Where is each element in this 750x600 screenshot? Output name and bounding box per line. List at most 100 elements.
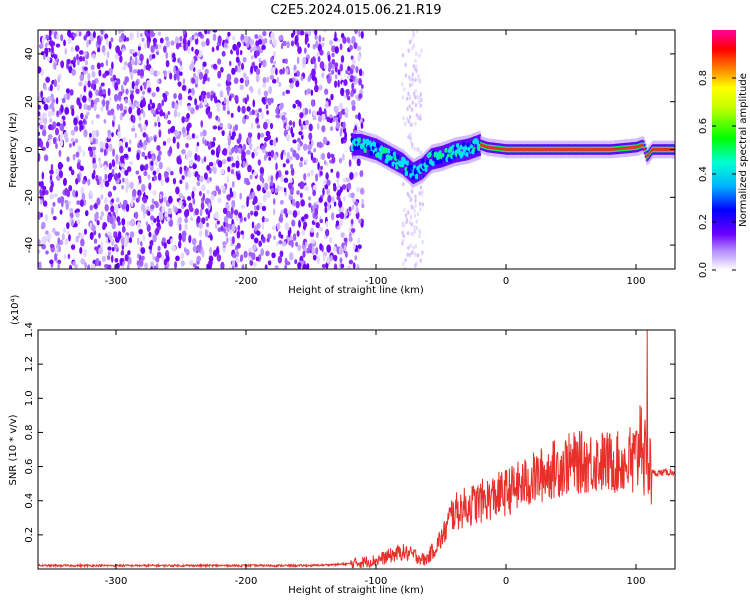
noise-mark [111,159,115,166]
noise-mark [419,103,422,108]
noise-mark [210,94,213,102]
noise-mark [182,37,187,46]
noise-mark [67,30,72,38]
noise-mark [136,107,141,116]
noise-mark [223,42,228,48]
noise-mark [75,178,79,185]
noise-mark [103,119,107,124]
noise-mark [196,181,201,187]
noise-mark [305,30,311,33]
noise-mark [45,42,48,48]
noise-mark [281,114,286,121]
noise-mark [38,249,41,254]
signal-peak [584,148,587,151]
noise-mark [419,185,423,190]
signal-peak [522,148,525,151]
signal-mark [431,161,436,167]
noise-mark [289,155,293,161]
noise-mark [276,76,280,84]
noise-mark [415,219,418,224]
noise-mark [298,131,303,136]
noise-mark [80,112,84,120]
signal-mark [414,173,419,179]
noise-mark [337,79,340,88]
noise-mark [220,169,225,175]
noise-mark [184,216,188,224]
noise-mark [156,78,160,84]
noise-mark [44,47,49,55]
signal-peak [639,144,642,148]
noise-mark [421,239,424,245]
noise-mark [51,125,54,131]
noise-mark [294,259,298,265]
noise-mark [350,192,355,199]
noise-mark [410,204,413,209]
noise-mark [154,159,158,166]
noise-mark [261,205,267,212]
noise-mark [166,216,171,221]
noise-mark [51,41,56,46]
noise-mark [274,266,278,269]
y-tick-label: 0.2 [24,527,35,543]
noise-mark [408,77,412,82]
noise-mark [407,245,410,251]
noise-mark [240,204,246,209]
noise-mark [351,99,356,107]
noise-mark [403,87,406,92]
noise-mark [326,244,332,253]
noise-mark [295,80,300,88]
noise-mark [247,132,253,138]
noise-mark [305,241,308,247]
noise-mark [78,50,84,55]
noise-mark [317,56,321,63]
noise-mark [338,157,343,164]
y-tick-label: 20 [24,95,35,108]
noise-mark [318,141,323,149]
noise-mark [38,153,41,162]
noise-mark [245,76,249,81]
noise-mark [281,241,287,247]
noise-mark [186,112,190,119]
noise-mark [235,250,240,257]
signal-peak [640,144,643,147]
noise-mark [210,234,213,241]
noise-mark [119,103,124,112]
noise-mark [283,177,289,183]
noise-mark [140,33,143,38]
noise-mark [131,58,135,66]
noise-mark [418,201,422,206]
signal-peak [652,148,655,151]
noise-mark [80,238,85,247]
noise-mark [55,175,61,181]
noise-mark [137,253,140,259]
noise-mark [172,177,177,185]
noise-mark [421,250,424,255]
noise-mark [263,136,269,142]
noise-mark [257,132,261,140]
noise-mark [355,114,359,120]
noise-mark [179,71,183,76]
noise-mark [293,72,298,77]
noise-mark [282,40,287,47]
signal-peak [516,148,519,151]
noise-mark [404,121,407,126]
noise-mark [331,52,335,58]
noise-mark [169,126,175,134]
noise-mark [42,124,47,131]
noise-mark [343,79,348,87]
noise-mark [192,163,197,170]
noise-mark [253,205,258,211]
noise-mark [163,242,167,249]
noise-mark [103,148,107,157]
noise-mark [256,222,261,229]
noise-mark [170,171,174,176]
noise-mark [267,260,272,266]
noise-mark [344,108,349,114]
noise-mark [185,142,189,148]
noise-mark [187,196,192,201]
noise-mark [240,254,244,261]
noise-mark [194,98,197,106]
noise-mark [200,120,204,128]
noise-mark [357,112,361,121]
